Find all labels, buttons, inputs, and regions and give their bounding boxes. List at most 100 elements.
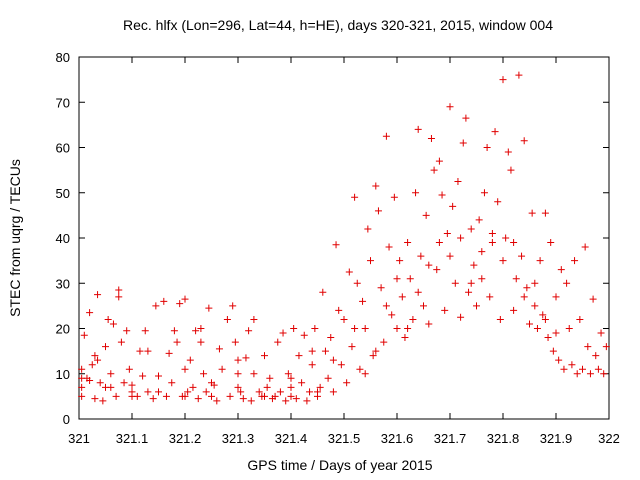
data-point [345, 268, 353, 276]
data-point [255, 388, 263, 396]
data-point [573, 370, 581, 378]
y-axis-ticks: 0 10 20 30 40 50 60 70 80 [56, 50, 609, 427]
data-point [139, 372, 147, 380]
data-point [120, 379, 128, 387]
data-point [94, 356, 102, 364]
data-point [510, 239, 518, 247]
data-point [88, 361, 96, 369]
data-point [443, 229, 451, 237]
data-point [343, 379, 351, 387]
x-tick-label: 321.4 [275, 431, 308, 446]
data-point [565, 325, 573, 332]
data-point [237, 388, 245, 396]
data-point [329, 388, 337, 396]
data-point [80, 331, 88, 339]
data-point [152, 302, 160, 310]
data-point [592, 352, 600, 360]
data-point [404, 239, 412, 247]
y-tick-label: 10 [56, 367, 70, 382]
data-point [430, 166, 438, 174]
data-point [176, 300, 184, 308]
data-point [404, 325, 412, 332]
data-point [261, 352, 268, 360]
data-point [446, 252, 454, 260]
data-point [205, 304, 213, 312]
data-point [488, 229, 496, 237]
data-point [104, 315, 112, 323]
data-point [491, 128, 499, 136]
data-point [263, 383, 271, 391]
data-point [292, 395, 300, 403]
y-tick-label: 0 [63, 412, 70, 427]
data-point [337, 361, 345, 369]
data-point [377, 284, 385, 292]
data-point [184, 388, 192, 396]
data-point [401, 334, 409, 342]
data-point [194, 395, 202, 403]
data-point [218, 365, 226, 373]
data-point [502, 234, 510, 242]
data-point [454, 177, 462, 185]
data-point [210, 381, 218, 389]
x-tick-label: 321.1 [116, 431, 149, 446]
data-point [125, 365, 133, 373]
data-point [459, 139, 467, 147]
data-point [496, 315, 504, 323]
data-point [99, 397, 107, 405]
data-point [276, 388, 284, 396]
data-point [541, 315, 549, 323]
x-axis-label: GPS time / Days of year 2015 [247, 457, 432, 473]
data-point [245, 327, 253, 335]
data-points [78, 71, 610, 405]
data-point [467, 279, 475, 287]
data-point [319, 288, 327, 296]
data-point [234, 370, 242, 378]
data-point [480, 189, 488, 197]
data-point [144, 388, 152, 396]
y-tick-label: 50 [56, 186, 70, 201]
data-point [351, 193, 359, 201]
x-tick-label: 321.5 [328, 431, 361, 446]
data-point [510, 306, 518, 314]
data-point [239, 395, 247, 403]
data-point [136, 347, 144, 355]
data-point [356, 365, 364, 373]
data-point [433, 266, 441, 274]
data-point [449, 202, 457, 210]
data-point [160, 297, 168, 305]
data-point [86, 377, 94, 385]
data-point [563, 279, 571, 287]
data-point [555, 356, 563, 364]
data-point [581, 243, 589, 251]
data-point [441, 306, 449, 314]
data-point [353, 279, 361, 287]
data-point [361, 370, 369, 378]
data-point [271, 392, 279, 400]
data-point [412, 189, 420, 197]
data-point [494, 198, 502, 206]
data-point [115, 286, 123, 294]
data-point [314, 388, 321, 396]
data-point [94, 291, 102, 299]
data-point [208, 392, 215, 400]
data-point [544, 334, 552, 342]
data-point [533, 325, 541, 332]
data-point [165, 349, 173, 357]
data-point [247, 397, 255, 405]
data-point [155, 372, 162, 380]
data-point [308, 347, 316, 355]
data-point [531, 279, 539, 287]
data-point [541, 209, 549, 217]
data-point [499, 76, 507, 84]
data-point [287, 374, 295, 382]
data-point [115, 293, 123, 301]
data-point [250, 370, 258, 378]
data-point [465, 288, 473, 296]
data-point [364, 225, 372, 233]
data-point [78, 392, 86, 400]
data-point [335, 306, 343, 314]
data-point [170, 327, 178, 335]
x-axis-ticks: 321 321.1 321.2 321.3 321.4 321.5 321.6 321.7 32… [68, 57, 620, 446]
data-point [560, 365, 568, 373]
